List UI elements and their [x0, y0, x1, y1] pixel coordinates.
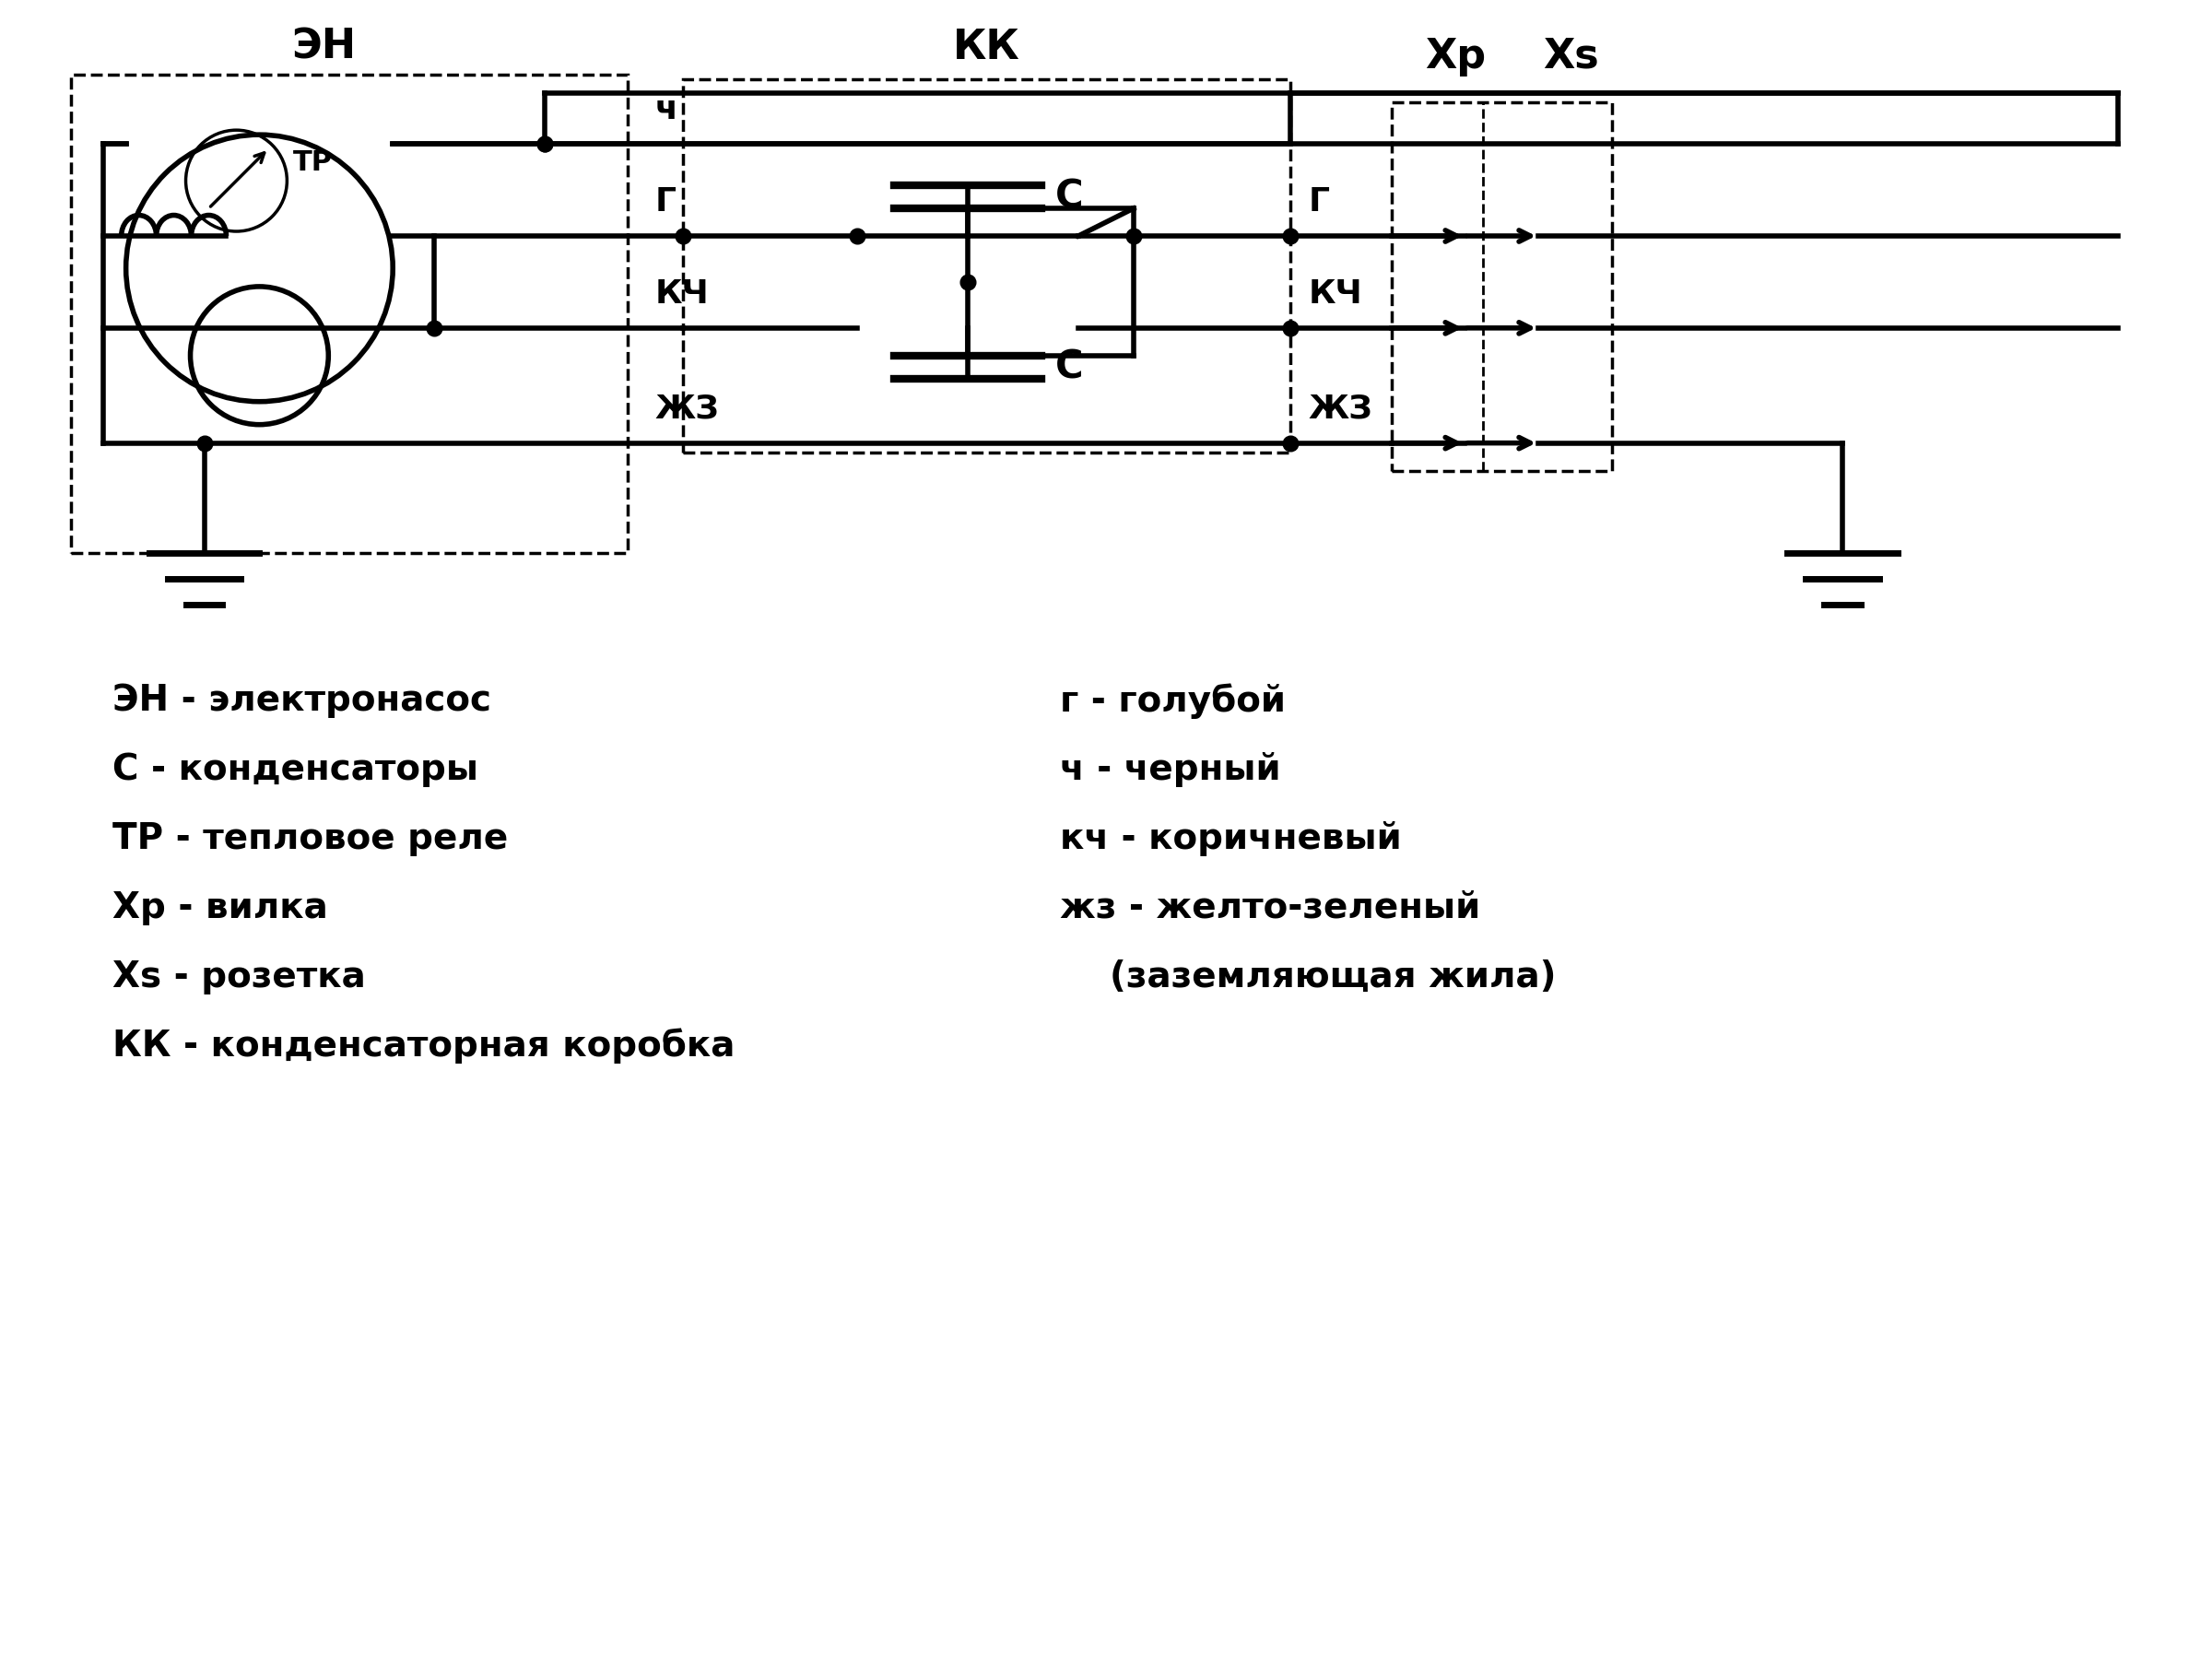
Text: Г: Г: [1310, 186, 1329, 217]
Text: С: С: [1055, 178, 1084, 216]
Text: Xs: Xs: [1542, 36, 1599, 76]
Text: ЭН - электронасос: ЭН - электронасос: [113, 684, 491, 718]
Text: ЖЗ: ЖЗ: [1310, 393, 1374, 425]
Text: Хр - вилка: Хр - вилка: [113, 891, 327, 926]
Text: ЖЗ: ЖЗ: [655, 393, 719, 425]
Text: КЧ: КЧ: [655, 279, 710, 310]
Text: Г: Г: [655, 186, 677, 217]
Text: С - конденсаторы: С - конденсаторы: [113, 752, 478, 788]
Text: кч - коричневый: кч - коричневый: [1060, 821, 1402, 856]
Text: ч: ч: [655, 95, 679, 126]
Text: КЧ: КЧ: [1310, 279, 1363, 310]
Text: ЭН: ЭН: [292, 28, 356, 66]
Text: КК: КК: [953, 28, 1020, 66]
Text: (заземляющая жила): (заземляющая жила): [1060, 959, 1557, 994]
Text: КК - конденсаторная коробка: КК - конденсаторная коробка: [113, 1029, 734, 1063]
Text: Xs - розетка: Xs - розетка: [113, 959, 365, 994]
Text: ТР - тепловое реле: ТР - тепловое реле: [113, 821, 509, 856]
Text: г - голубой: г - голубой: [1060, 684, 1285, 718]
Text: ч - черный: ч - черный: [1060, 752, 1281, 788]
Text: Хр: Хр: [1425, 36, 1486, 76]
Text: С: С: [1055, 348, 1084, 387]
Text: ТР: ТР: [294, 149, 334, 176]
Text: жз - желто-зеленый: жз - желто-зеленый: [1060, 891, 1480, 926]
